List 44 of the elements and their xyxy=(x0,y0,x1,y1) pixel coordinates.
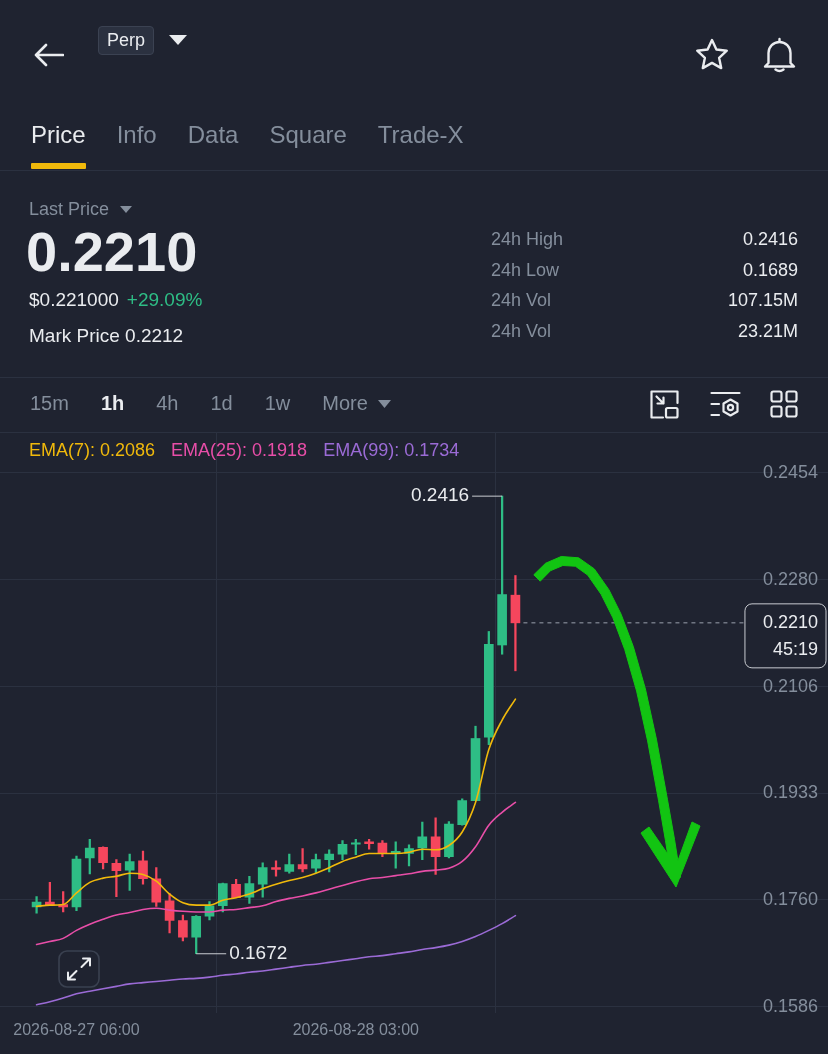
text: Data xyxy=(187,121,239,149)
ref-line-label: 0.2210 45:19 xyxy=(762,611,818,659)
text: EMA(99): 0.1734 xyxy=(323,440,460,461)
text: 107.15M xyxy=(727,290,798,312)
y-tick-label: 0.1760 xyxy=(762,888,818,909)
text: 1h xyxy=(100,392,125,415)
candlestick xyxy=(510,575,521,672)
text: 4h xyxy=(156,392,179,415)
y-tick-label: 0.2280 xyxy=(762,568,818,589)
text: Mark Price 0.2212 xyxy=(29,325,184,347)
text: 15m xyxy=(30,392,69,415)
text: Square xyxy=(269,121,347,149)
annotation: 0.2416 xyxy=(411,484,470,506)
text: EMA(25): 0.1918 xyxy=(171,440,308,461)
text: +29.09% xyxy=(126,289,203,311)
text: 1d xyxy=(210,392,233,415)
y-tick-label: 0.2106 xyxy=(762,675,818,696)
candlestick xyxy=(297,848,308,873)
text: 24h Low xyxy=(491,259,561,281)
line-series xyxy=(35,801,517,946)
text: 24h Vol xyxy=(491,321,553,342)
text: 0.1689 xyxy=(741,259,798,281)
text: Perp xyxy=(98,26,155,55)
text: 0.2416 xyxy=(741,229,798,250)
text: $0.221000 xyxy=(29,289,119,311)
y-tick-label: 0.1586 xyxy=(762,995,818,1016)
text: 23.21M xyxy=(736,321,798,342)
x-tick-label: 2026-08-28 03:00 xyxy=(292,1020,420,1038)
text: 24h High xyxy=(491,229,565,250)
text: 1w xyxy=(264,392,291,415)
annotation: 0.1672 xyxy=(229,941,288,963)
x-tick-label: 2026-08-27 06:00 xyxy=(13,1020,140,1038)
text: Info xyxy=(116,121,157,149)
y-tick-label: 0.1933 xyxy=(762,782,818,803)
y-tick-label: 0.2454 xyxy=(762,461,818,482)
text: EMA(7): 0.2086 xyxy=(29,440,156,461)
text: 24h Vol xyxy=(491,290,553,312)
text: Last Price xyxy=(29,199,110,220)
line-series xyxy=(35,914,517,1006)
text: More xyxy=(322,392,368,415)
text: 0.2210 xyxy=(26,220,198,285)
candlestick xyxy=(111,859,122,897)
text: Trade-X xyxy=(377,121,464,149)
text: Price xyxy=(31,121,86,149)
